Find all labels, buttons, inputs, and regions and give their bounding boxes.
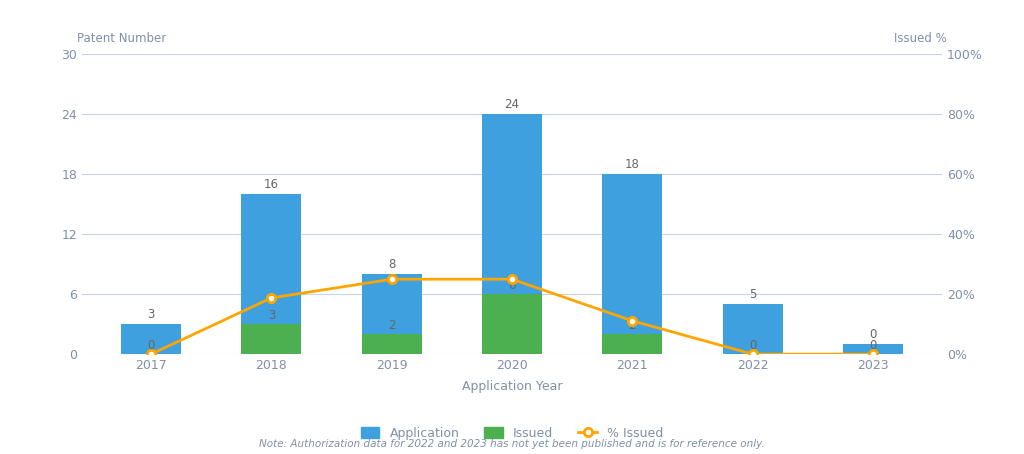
Bar	[482, 294, 542, 354]
Text: Note: Authorization data for 2022 and 2023 has not yet been published and is for: Note: Authorization data for 2022 and 20…	[259, 439, 765, 449]
Bar	[361, 334, 422, 354]
Text: 18: 18	[625, 158, 640, 171]
Text: 2: 2	[629, 319, 636, 332]
Bar	[121, 324, 181, 354]
Bar	[843, 344, 903, 354]
Text: 24: 24	[505, 98, 519, 111]
Text: 16: 16	[264, 178, 279, 191]
Bar	[723, 304, 782, 354]
Text: 0: 0	[869, 339, 877, 352]
Bar	[242, 194, 301, 354]
Text: 3: 3	[267, 309, 275, 322]
Text: 2: 2	[388, 319, 395, 332]
Text: Issued %: Issued %	[894, 32, 947, 45]
Text: Patent Number: Patent Number	[77, 32, 166, 45]
Text: 5: 5	[749, 288, 757, 301]
Bar	[602, 334, 663, 354]
Bar	[602, 174, 663, 354]
Bar	[242, 324, 301, 354]
Bar	[482, 114, 542, 354]
Bar	[361, 274, 422, 354]
X-axis label: Application Year: Application Year	[462, 380, 562, 393]
Text: 6: 6	[508, 279, 516, 292]
Text: 8: 8	[388, 258, 395, 271]
Text: 0: 0	[749, 339, 757, 352]
Text: 0: 0	[147, 339, 155, 352]
Legend: Application, Issued, % Issued: Application, Issued, % Issued	[354, 420, 670, 446]
Text: 3: 3	[147, 308, 155, 321]
Text: 0: 0	[869, 328, 877, 340]
